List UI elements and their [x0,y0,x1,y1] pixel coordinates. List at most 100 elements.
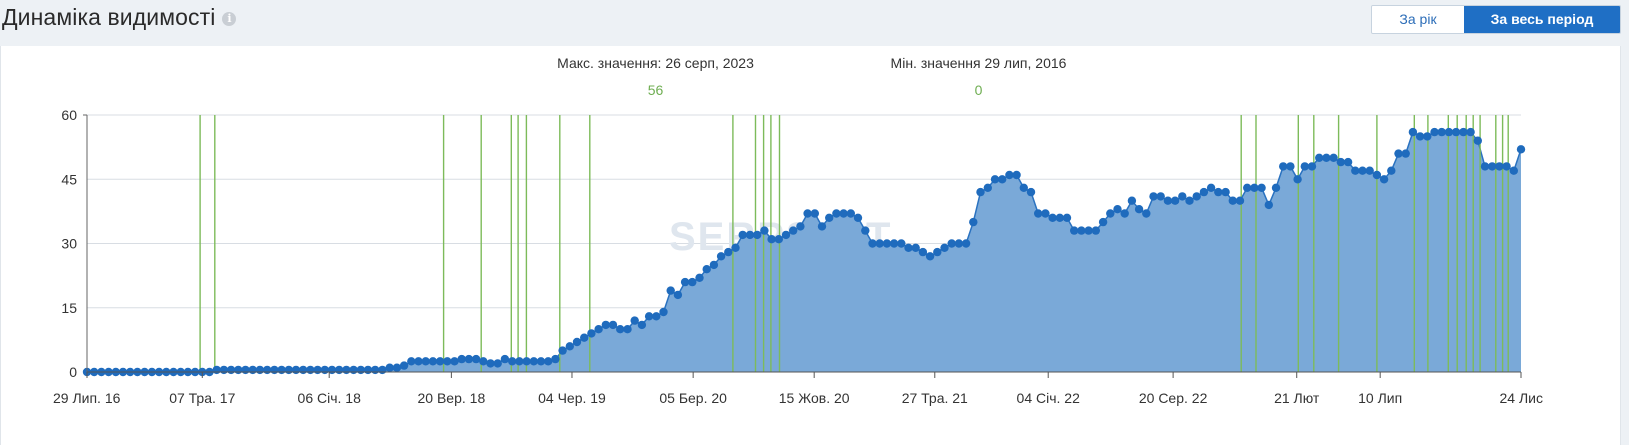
data-point[interactable] [666,286,675,295]
data-point[interactable] [695,273,704,282]
data-point[interactable] [508,357,517,366]
data-point[interactable] [1415,132,1425,141]
data-point[interactable] [961,239,971,248]
data-point[interactable] [594,325,603,334]
data-point[interactable] [1077,226,1086,235]
data-point[interactable] [637,320,647,330]
data-point[interactable] [623,325,632,334]
data-point[interactable] [1300,162,1310,171]
data-point[interactable] [1423,132,1432,141]
data-point[interactable] [1516,145,1526,154]
data-point[interactable] [255,365,265,375]
data-point[interactable] [889,239,899,248]
data-point[interactable] [371,365,380,375]
data-point[interactable] [1034,209,1043,218]
data-point[interactable] [998,175,1007,184]
data-point[interactable] [1221,187,1230,197]
data-point[interactable] [983,183,992,192]
data-point[interactable] [356,365,365,375]
data-point[interactable] [1070,226,1079,235]
data-point[interactable] [933,247,942,257]
data-point[interactable] [904,243,913,252]
data-point[interactable] [781,230,791,240]
data-point[interactable] [219,365,229,375]
data-point[interactable] [825,213,834,222]
data-point[interactable] [1379,175,1389,184]
data-point[interactable] [882,239,892,248]
data-point[interactable] [760,226,769,235]
data-point[interactable] [1062,213,1072,222]
data-point[interactable] [457,354,466,364]
data-point[interactable] [1408,127,1418,137]
data-point[interactable] [522,357,531,366]
data-point[interactable] [399,361,409,370]
data-point[interactable] [479,357,488,366]
data-point[interactable] [767,235,776,244]
data-point[interactable] [1343,157,1353,167]
data-point[interactable] [810,209,819,218]
data-point[interactable] [500,354,510,364]
data-point[interactable] [1279,162,1288,171]
data-point[interactable] [335,365,344,375]
data-point[interactable] [363,365,373,375]
data-point[interactable] [680,277,690,287]
data-point[interactable] [774,235,783,244]
data-point[interactable] [1473,136,1483,145]
data-point[interactable] [1228,196,1238,205]
data-point[interactable] [1113,205,1122,214]
data-point[interactable] [226,365,236,375]
data-point[interactable] [1358,166,1367,175]
data-point[interactable] [1271,183,1281,192]
data-point[interactable] [1098,217,1108,227]
data-point[interactable] [284,365,293,375]
data-point[interactable] [832,209,841,218]
data-point[interactable] [544,357,553,366]
data-point[interactable] [644,312,654,321]
data-point[interactable] [702,265,711,274]
data-point[interactable] [551,354,560,364]
data-point[interactable] [248,365,257,375]
data-point[interactable] [443,357,452,366]
data-point[interactable] [1134,205,1144,214]
data-point[interactable] [1480,162,1490,171]
data-point[interactable] [738,230,747,240]
data-point[interactable] [969,217,978,227]
data-point[interactable] [407,357,416,366]
data-point[interactable] [976,187,985,197]
data-point[interactable] [385,363,394,372]
data-point[interactable] [1142,209,1151,218]
data-point[interactable] [1336,157,1346,167]
data-point[interactable] [1488,162,1497,171]
data-point[interactable] [861,226,870,235]
data-point[interactable] [1178,192,1187,201]
data-point[interactable] [601,320,610,330]
data-point[interactable] [1048,213,1057,222]
data-point[interactable] [486,359,495,368]
data-point[interactable] [378,365,387,375]
data-point[interactable] [299,365,308,375]
data-point[interactable] [1127,196,1137,205]
data-point[interactable] [1185,196,1194,205]
data-point[interactable] [464,354,474,364]
data-point[interactable] [349,365,358,375]
period-year-button[interactable]: За рік [1372,6,1464,33]
data-point[interactable] [1163,196,1173,205]
data-point[interactable] [536,357,546,366]
data-point[interactable] [724,247,733,257]
data-point[interactable] [313,365,322,375]
data-point[interactable] [1365,166,1374,175]
data-point[interactable] [940,243,949,252]
data-point[interactable] [616,325,625,334]
data-point[interactable] [515,357,524,366]
data-point[interactable] [392,363,402,372]
data-point[interactable] [1106,209,1115,218]
data-point[interactable] [241,365,250,375]
data-point[interactable] [1495,162,1504,171]
data-point[interactable] [1005,170,1014,180]
data-point[interactable] [1451,127,1461,137]
data-point[interactable] [911,243,920,252]
data-point[interactable] [587,329,596,338]
data-point[interactable] [630,316,639,325]
data-point[interactable] [796,222,805,231]
data-point[interactable] [450,357,459,366]
